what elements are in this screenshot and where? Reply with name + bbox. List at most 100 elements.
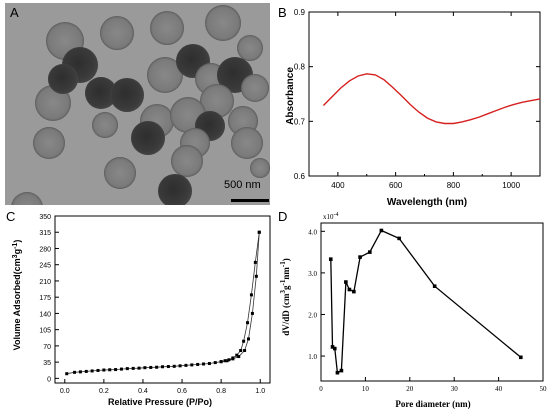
c-ytick-label: 140: [39, 311, 51, 318]
tem-particle: [100, 16, 134, 50]
d-xtick-label: 50: [540, 385, 548, 393]
c-series-line-desorption: [221, 232, 260, 363]
tem-particle: [231, 127, 263, 159]
d-ytick-label: 3.0: [308, 270, 317, 278]
tem-particle: [48, 64, 78, 94]
d-point: [330, 345, 335, 349]
c-point-adsorption: [155, 365, 159, 369]
b-ytick-label: 0.6: [294, 172, 306, 181]
c-ytick-label: 0: [47, 376, 51, 383]
c-point-desorption: [219, 360, 223, 364]
panel-letter-d: D: [278, 209, 287, 224]
d-plot-frame: [320, 222, 544, 382]
d-xtick-label: 40: [495, 385, 503, 393]
c-point-adsorption: [231, 357, 235, 361]
c-xtick-label: 0.2: [99, 388, 109, 395]
c-ytick-label: 315: [39, 230, 51, 237]
c-point-adsorption: [166, 365, 170, 369]
c-ytick-label: 280: [39, 246, 51, 253]
b-ytick-label: 0.7: [294, 117, 306, 126]
c-point-adsorption: [257, 230, 261, 234]
c-point-adsorption: [137, 366, 141, 370]
b-xtick-label: 600: [389, 181, 403, 190]
c-ytick-label: 70: [43, 344, 51, 351]
panel-letter-c: C: [6, 209, 15, 224]
b-xtick-label: 400: [331, 181, 345, 190]
c-point-adsorption: [149, 365, 153, 369]
tem-particle: [150, 11, 184, 45]
tem-micrograph: A 500 nm: [5, 3, 270, 205]
b-ytick-label: 0.9: [294, 8, 306, 17]
c-point-adsorption: [254, 274, 258, 278]
c-ytick-label: 245: [39, 263, 51, 270]
c-xtick-label: 0.4: [138, 388, 148, 395]
c-point-adsorption: [161, 365, 164, 369]
d-point: [344, 280, 348, 284]
scale-bar: [231, 199, 269, 202]
c-series-line-adsorption: [66, 232, 260, 375]
tem-particle: [171, 145, 203, 177]
d-point: [432, 284, 437, 288]
scale-bar-label: 500 nm: [224, 179, 261, 191]
c-point-desorption: [239, 349, 243, 353]
c-ytick-label: 35: [43, 360, 51, 367]
d-ylabel: dV/dD (cm3g-1nm-1): [279, 258, 291, 335]
d-ytick-label: 1.0: [308, 353, 317, 361]
tem-particle: [237, 35, 263, 61]
tem-particle: [110, 78, 144, 112]
c-point-adsorption: [125, 367, 129, 371]
d-xtick-label: 0: [319, 385, 323, 393]
tem-particle: [92, 112, 118, 138]
c-point-adsorption: [96, 368, 100, 372]
tem-particle: [158, 174, 192, 205]
b-ylabel: Absorbance: [285, 67, 296, 125]
c-xlabel: Relative Pressure (P/Po): [108, 397, 212, 407]
c-xtick-label: 0.8: [216, 388, 226, 395]
c-ytick-label: 350: [39, 214, 51, 221]
tem-particle: [131, 121, 165, 155]
c-ytick-label: 210: [39, 279, 51, 286]
tem-particle: [11, 192, 43, 205]
d-point: [368, 250, 372, 254]
c-point-desorption: [227, 358, 231, 362]
c-point-desorption: [223, 359, 227, 363]
c-point-adsorption: [84, 369, 88, 373]
c-point-adsorption: [65, 372, 69, 376]
b-xtick-label: 800: [447, 181, 461, 190]
panel-letter-a: A: [10, 5, 19, 20]
c-point-adsorption: [143, 366, 147, 370]
c-point-adsorption: [131, 366, 135, 370]
c-ytick-label: 105: [39, 328, 51, 335]
c-point-adsorption: [172, 364, 176, 368]
c-point-adsorption: [207, 362, 211, 366]
c-point-adsorption: [78, 370, 82, 374]
d-xtick-label: 20: [406, 385, 414, 393]
d-ytick-label: 2.0: [308, 311, 317, 319]
c-point-adsorption: [114, 368, 118, 372]
b-xlabel: Wavelength (nm): [387, 197, 467, 208]
d-point: [358, 255, 362, 259]
d-distribution-line: [330, 229, 522, 374]
c-point-adsorption: [202, 362, 206, 366]
c-point-adsorption: [102, 368, 106, 372]
c-xtick-label: 1.0: [255, 388, 265, 395]
d-point: [397, 236, 401, 241]
c-plot-frame: [54, 215, 271, 384]
d-ytick-label: 4.0: [308, 228, 317, 236]
c-point-adsorption: [213, 361, 217, 365]
d-xtick-label: 10: [362, 385, 370, 393]
c-point-adsorption: [178, 364, 182, 368]
c-point-adsorption: [243, 349, 247, 353]
b-ytick-label: 0.8: [294, 63, 306, 72]
d-point: [332, 346, 337, 351]
c-point-adsorption: [190, 363, 194, 367]
d-point: [328, 257, 333, 261]
d-point: [519, 355, 523, 360]
d-xtick-label: 30: [451, 385, 459, 393]
d-point: [379, 228, 384, 233]
d-xlabel: Pore diameter (nm): [395, 399, 470, 409]
c-point-desorption: [231, 356, 235, 360]
c-point-adsorption: [225, 359, 229, 363]
d-point: [347, 287, 352, 292]
c-ylabel: Volume Adsorbed(cm3g-1): [12, 240, 23, 351]
